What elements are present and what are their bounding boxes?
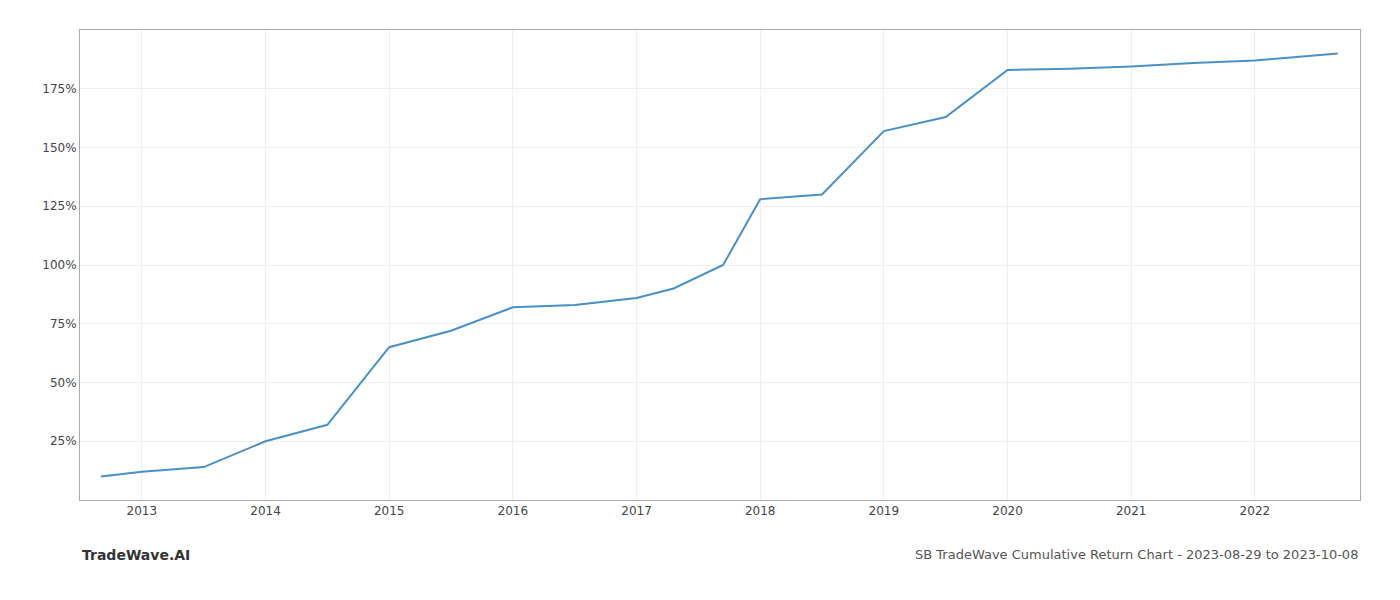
svg-text:2015: 2015 <box>374 504 405 518</box>
svg-text:2017: 2017 <box>621 504 652 518</box>
svg-text:100%: 100% <box>42 258 76 272</box>
svg-text:2022: 2022 <box>1240 504 1271 518</box>
svg-text:25%: 25% <box>50 434 77 448</box>
svg-text:2021: 2021 <box>1116 504 1147 518</box>
svg-text:2016: 2016 <box>498 504 529 518</box>
svg-text:2014: 2014 <box>250 504 281 518</box>
svg-text:2013: 2013 <box>127 504 158 518</box>
svg-text:75%: 75% <box>50 317 77 331</box>
svg-text:2019: 2019 <box>869 504 900 518</box>
svg-text:2018: 2018 <box>745 504 776 518</box>
svg-text:TradeWave.AI: TradeWave.AI <box>82 547 190 563</box>
svg-text:2020: 2020 <box>992 504 1023 518</box>
svg-text:150%: 150% <box>42 141 76 155</box>
svg-text:SB TradeWave Cumulative Return: SB TradeWave Cumulative Return Chart - 2… <box>915 547 1358 562</box>
svg-text:50%: 50% <box>50 376 77 390</box>
svg-text:125%: 125% <box>42 199 76 213</box>
svg-text:175%: 175% <box>42 82 76 96</box>
